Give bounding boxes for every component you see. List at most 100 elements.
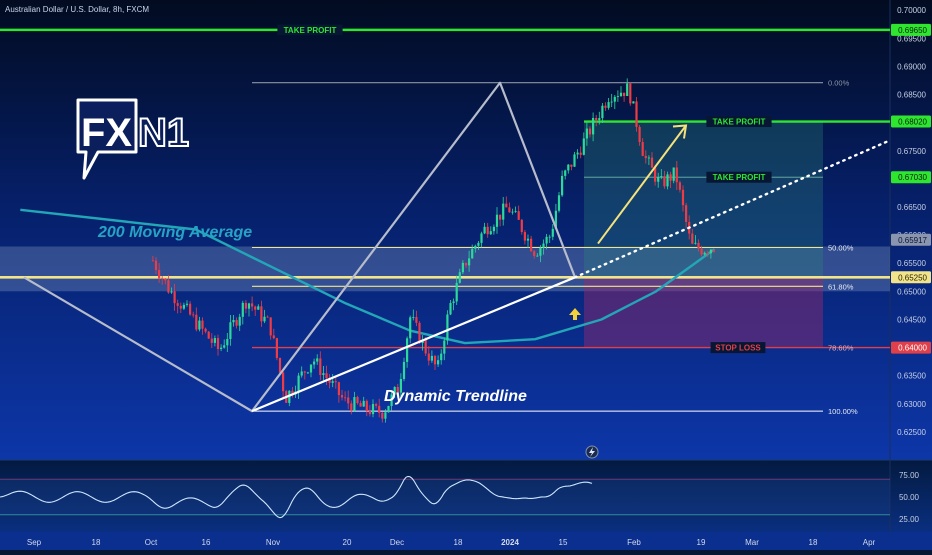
candle	[182, 302, 185, 310]
candle	[607, 98, 610, 110]
candle	[644, 150, 647, 164]
candle	[316, 354, 319, 365]
svg-text:0.65250: 0.65250	[898, 273, 927, 282]
candle	[210, 333, 213, 348]
candle	[526, 234, 530, 249]
trendline-extension	[573, 140, 890, 279]
candle	[499, 214, 502, 227]
candle	[595, 114, 598, 127]
candle	[557, 191, 561, 213]
candle	[213, 335, 216, 347]
candle	[303, 370, 306, 380]
projection-arrow	[597, 124, 687, 245]
candle	[251, 296, 254, 312]
entry-arrow-icon	[569, 308, 581, 320]
y-tick-label: 0.69500	[897, 34, 926, 43]
candle	[359, 400, 362, 407]
candle	[449, 300, 452, 316]
candle	[164, 277, 167, 285]
candle	[260, 300, 263, 327]
candle	[669, 171, 672, 189]
svg-text:0.68020: 0.68020	[898, 118, 927, 127]
take-profit-price-tag-2: 0.68020	[891, 115, 931, 128]
fxn1-logo: FX N1	[76, 98, 190, 180]
x-tick-label: Oct	[145, 538, 158, 547]
candle	[189, 301, 192, 316]
x-tick-label: 15	[559, 538, 568, 547]
candle	[464, 262, 468, 269]
ma-line	[20, 208, 716, 345]
candle	[681, 185, 685, 212]
candle	[539, 245, 542, 263]
horizontal-levels	[0, 28, 890, 412]
pattern-outline	[23, 81, 577, 413]
take-profit-price-tag-1: 0.69650	[891, 23, 931, 36]
drawing-tools	[23, 81, 890, 413]
candle	[371, 399, 375, 418]
candle	[585, 122, 588, 146]
candle	[195, 307, 198, 332]
candle	[263, 309, 266, 324]
candle	[269, 317, 272, 340]
candle	[390, 390, 393, 411]
candle	[508, 202, 511, 213]
axis-strip-background	[0, 532, 932, 550]
candle	[647, 155, 650, 166]
rsi-pane-background	[0, 460, 932, 532]
candle	[244, 300, 247, 314]
candle	[306, 371, 309, 375]
candle	[592, 112, 595, 142]
candle	[282, 370, 285, 398]
logo-speech-bubble	[76, 98, 138, 180]
candle	[458, 268, 461, 284]
candle	[247, 302, 251, 317]
y-tick-label: 0.63500	[897, 372, 926, 381]
annotation-dynamic-trendline: Dynamic Trendline	[384, 388, 527, 405]
candle	[170, 287, 173, 294]
candle	[480, 231, 483, 248]
candle	[334, 376, 337, 389]
candle	[604, 102, 607, 111]
candle	[570, 164, 573, 171]
candle	[433, 354, 437, 370]
candle	[468, 250, 471, 272]
candlestick-series	[151, 78, 716, 423]
candle	[672, 167, 675, 184]
candle	[393, 386, 396, 398]
candle	[415, 310, 418, 327]
x-tick-label: 2024	[501, 538, 519, 547]
candle	[337, 381, 340, 403]
candle	[427, 346, 430, 366]
candle	[173, 283, 176, 311]
logo-text-n1: N1	[138, 111, 189, 155]
stop-loss-label: STOP LOSS	[710, 342, 766, 354]
candle	[384, 409, 387, 423]
candle	[192, 311, 195, 318]
x-tick-label: 18	[92, 538, 101, 547]
time-axis: Sep 18 Oct 16 Nov 20 Dec 18 2024 15 Feb 19 Mar 18 Apr	[27, 538, 876, 547]
candle	[375, 402, 378, 409]
y-tick-label: 0.70000	[897, 6, 926, 15]
candle	[678, 180, 681, 193]
svg-text:TAKE PROFIT: TAKE PROFIT	[284, 26, 337, 35]
rsi-tick-label: 50.00	[899, 493, 920, 502]
candle	[151, 256, 154, 262]
candle	[489, 226, 492, 235]
candle	[353, 391, 356, 412]
candle	[520, 218, 523, 235]
candle	[412, 309, 415, 321]
chart-title: Australian Dollar / U.S. Dollar, 8h, FXC…	[5, 5, 149, 14]
candle	[344, 391, 347, 402]
candle	[406, 336, 409, 368]
candle	[325, 365, 328, 385]
y-tick-label: 0.67500	[897, 147, 926, 156]
lightning-icon[interactable]	[585, 445, 599, 459]
rsi-tick-label: 25.00	[899, 515, 920, 524]
stop-loss-price-tag: 0.64000	[891, 341, 931, 354]
candle	[495, 207, 499, 234]
candle	[387, 405, 390, 413]
take-profit-label-2: TAKE PROFIT	[706, 116, 772, 128]
fib-level-label: 0.00%	[828, 79, 850, 88]
candle	[365, 399, 368, 417]
